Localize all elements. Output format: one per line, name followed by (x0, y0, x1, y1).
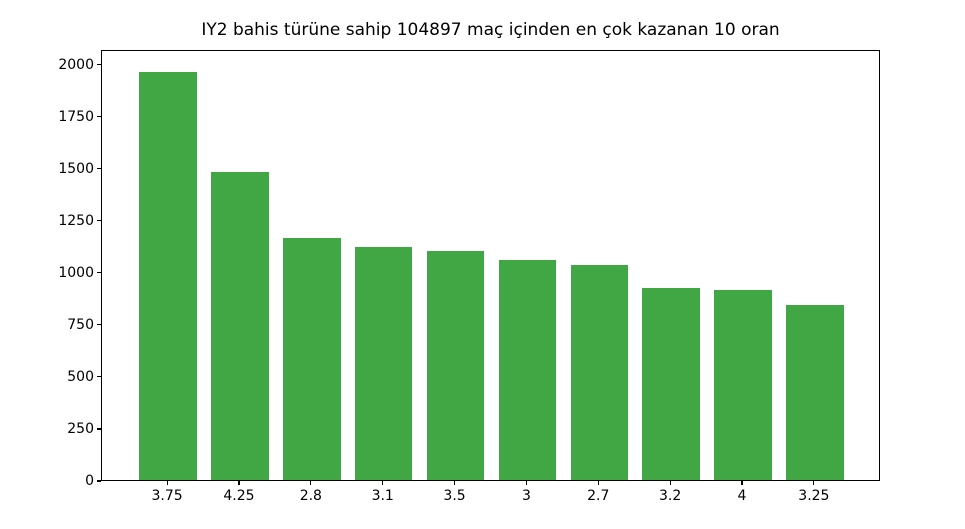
y-tick-mark (97, 63, 101, 66)
y-tick-label: 250 (67, 420, 94, 437)
y-tick-mark (97, 168, 101, 170)
x-tick-label: 3.75 (151, 488, 183, 504)
y-tick-label: 1500 (58, 160, 94, 177)
x-tick-label: 4.25 (223, 488, 255, 504)
y-tick-label: 500 (67, 368, 94, 385)
bar (570, 264, 629, 480)
x-tick-mark (310, 481, 312, 485)
bar (642, 288, 700, 480)
y-tick-label: 1000 (58, 264, 94, 281)
chart-title: IY2 bahis türüne sahip 104897 maç içinde… (201, 20, 780, 40)
x-tick-label: 3.2 (659, 488, 682, 504)
bar (786, 304, 844, 480)
y-tick-label: 1250 (58, 212, 94, 229)
plot-area (101, 50, 880, 481)
bar (426, 251, 485, 480)
y-tick-mark (97, 116, 101, 118)
bar (211, 172, 269, 480)
y-tick-mark (97, 272, 101, 274)
bar (714, 290, 772, 480)
y-tick-mark (97, 480, 101, 482)
x-tick-label: 2.8 (299, 488, 322, 504)
x-tick-mark (813, 481, 815, 485)
x-tick-mark (741, 481, 743, 485)
x-tick-mark (238, 481, 240, 485)
y-tick-mark (97, 428, 101, 430)
bar (139, 71, 197, 480)
x-tick-mark (669, 481, 671, 485)
bar (354, 247, 413, 480)
y-tick-mark (97, 376, 101, 378)
x-tick-mark (453, 481, 456, 485)
x-tick-mark (597, 481, 599, 485)
x-tick-label: 3.25 (798, 488, 830, 504)
y-tick-label: 2000 (58, 56, 94, 73)
x-tick-mark (525, 481, 528, 485)
x-tick-label: 2.7 (587, 488, 610, 504)
bar (283, 238, 341, 480)
x-tick-label: 3 (521, 488, 531, 504)
x-tick-mark (382, 481, 384, 485)
x-tick-mark (166, 481, 168, 485)
y-tick-label: 1750 (58, 108, 94, 125)
y-tick-mark (97, 324, 101, 326)
x-tick-label: 3.1 (371, 488, 394, 504)
bar (498, 259, 557, 480)
y-tick-label: 750 (67, 316, 94, 333)
y-tick-mark (97, 220, 101, 222)
y-tick-label: 0 (85, 473, 94, 489)
x-tick-label: 3.5 (443, 488, 466, 504)
x-tick-label: 4 (737, 488, 747, 504)
